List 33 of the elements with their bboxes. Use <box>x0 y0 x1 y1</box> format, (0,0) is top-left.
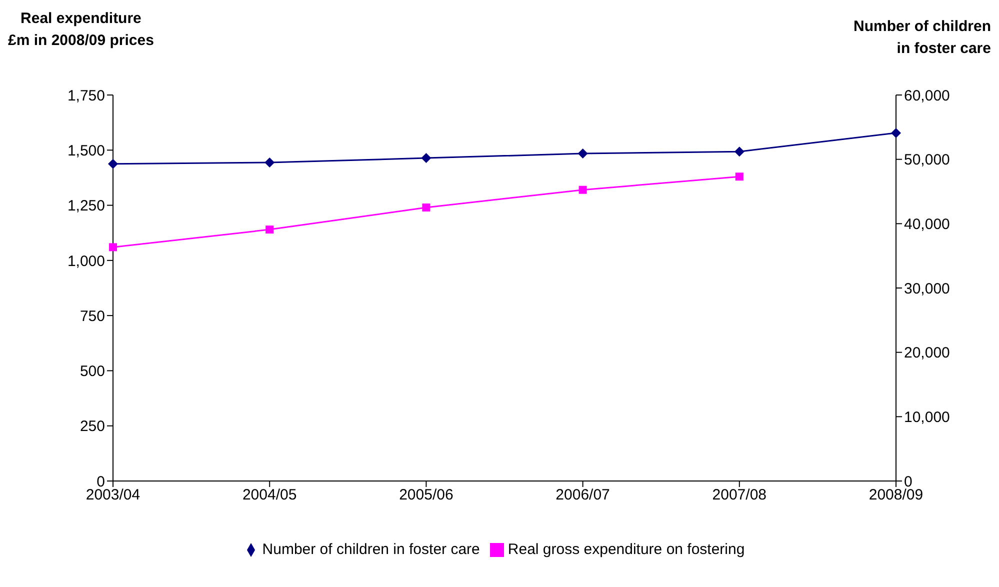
x-tick-label: 2005/06 <box>399 486 454 504</box>
y2-tick-label: 40,000 <box>904 216 950 233</box>
legend-label: Real gross expenditure on fostering <box>508 541 745 558</box>
x-tick-label: 2004/05 <box>242 486 297 504</box>
y-tick-label: 1,000 <box>67 252 105 270</box>
point <box>735 172 744 181</box>
point <box>734 146 744 157</box>
point <box>266 226 274 234</box>
x-tick-label: 2006/07 <box>556 486 610 504</box>
y-tick-label: 250 <box>80 418 105 436</box>
point <box>422 203 430 212</box>
y-tick-label: 1,500 <box>67 142 105 160</box>
y-tick-label: 750 <box>80 308 105 325</box>
y-tick-label: 500 <box>80 363 105 380</box>
point <box>421 153 432 164</box>
y2-tick-label: 30,000 <box>904 280 950 298</box>
point <box>891 128 901 138</box>
point <box>108 158 118 169</box>
point <box>578 186 587 194</box>
legend-label: Number of children in foster care <box>262 541 480 558</box>
y-axis-title: Real expenditure £m in 2008/09 prices <box>8 9 154 51</box>
y2-tick-label: 60,000 <box>904 87 950 104</box>
y2-tick-label: 20,000 <box>904 344 950 362</box>
y2-tick-label: 10,000 <box>904 408 950 426</box>
point <box>109 243 117 252</box>
point <box>264 158 275 168</box>
point <box>578 148 588 159</box>
x-tick-label: 2008/09 <box>868 486 924 504</box>
y2-axis-title: Number of children in foster care <box>853 17 991 59</box>
y-tick-label: 1,750 <box>67 87 105 104</box>
y2-tick-label: 50,000 <box>904 152 950 169</box>
y-tick-label: 1,250 <box>67 198 105 215</box>
x-tick-label: 2007/08 <box>712 486 767 504</box>
